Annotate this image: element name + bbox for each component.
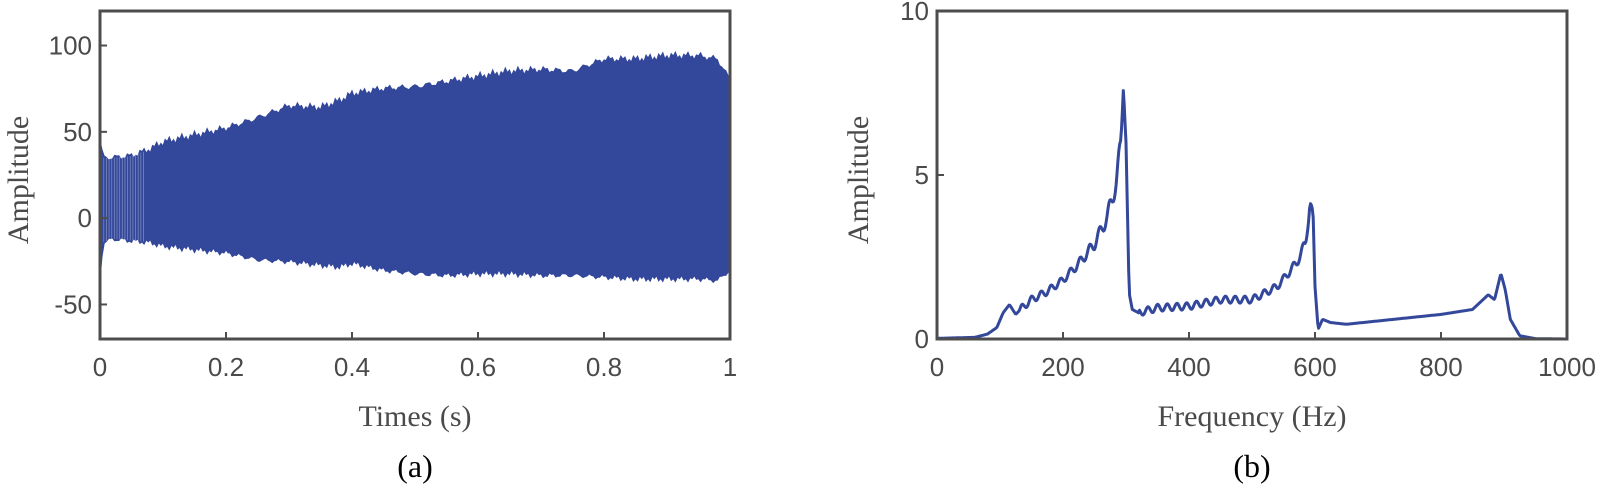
y-tick-label: 0 — [915, 324, 929, 354]
panel-a: 0 0.2 0.4 0.6 0.8 1 -50 0 50 100 Times (s) Amplit… — [2, 9, 738, 484]
panel-a-plot-area — [99, 50, 731, 284]
y-tick-label: 100 — [49, 31, 92, 61]
x-tick-label: 0.8 — [586, 352, 622, 382]
y-tick-label: 5 — [915, 160, 929, 190]
y-tick-label: 0 — [78, 203, 92, 233]
x-tick-label: 1 — [723, 352, 737, 382]
y-tick-label: 10 — [900, 0, 929, 26]
x-tick-label: 800 — [1419, 352, 1462, 382]
panel-b-ticks: 0 200 400 600 800 1000 0 5 10 — [900, 0, 1596, 382]
panel-a-y-label: Amplitude — [2, 116, 35, 244]
x-tick-label: 0 — [93, 352, 107, 382]
panel-b-plot-area — [936, 89, 1568, 341]
panel-b-caption: (b) — [1233, 448, 1270, 484]
spectrum-line — [936, 89, 1568, 341]
panel-b: 0 200 400 600 800 1000 0 5 10 Frequency (Hz) Amp… — [842, 0, 1596, 484]
signal-envelope — [99, 50, 731, 284]
panel-b-x-label: Frequency (Hz) — [1157, 400, 1346, 433]
x-tick-label: 0.4 — [334, 352, 370, 382]
panel-a-frame — [98, 9, 732, 341]
x-tick-label: 200 — [1041, 352, 1084, 382]
y-tick-label: 50 — [63, 117, 92, 147]
panel-b-y-label: Amplitude — [842, 116, 875, 244]
x-tick-label: 0 — [930, 352, 944, 382]
panel-b-frame — [935, 9, 1569, 341]
x-tick-label: 0.6 — [460, 352, 496, 382]
x-tick-label: 600 — [1293, 352, 1336, 382]
panel-a-x-label: Times (s) — [358, 400, 471, 433]
panel-a-ticks: 0 0.2 0.4 0.6 0.8 1 -50 0 50 100 — [49, 31, 738, 382]
x-tick-label: 400 — [1167, 352, 1210, 382]
x-tick-label: 0.2 — [208, 352, 244, 382]
x-tick-label: 1000 — [1538, 352, 1596, 382]
y-tick-label: -50 — [54, 289, 92, 319]
panel-a-caption: (a) — [397, 448, 433, 484]
